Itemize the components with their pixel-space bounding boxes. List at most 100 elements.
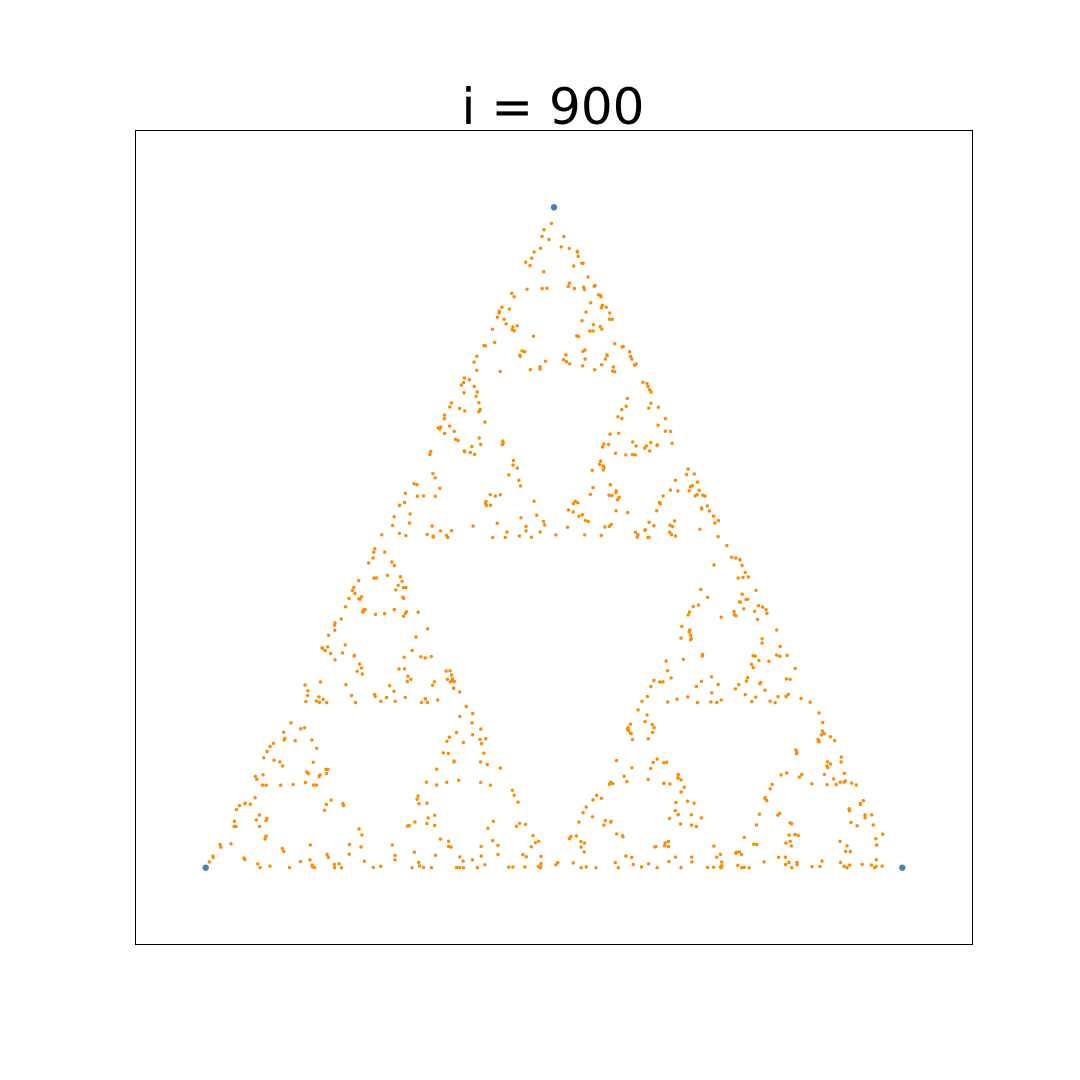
chaos-point xyxy=(681,657,685,661)
chaos-point xyxy=(528,368,533,372)
chaos-point xyxy=(583,357,587,361)
chaos-point xyxy=(586,275,590,279)
chaos-point xyxy=(816,737,820,742)
chaos-point xyxy=(795,860,799,865)
chaos-point xyxy=(321,697,325,701)
chaos-point xyxy=(415,797,419,801)
chaos-point xyxy=(734,614,738,618)
chaos-point xyxy=(788,821,792,825)
chaos-point xyxy=(686,467,690,471)
chaos-point xyxy=(738,600,743,604)
chaos-point xyxy=(640,699,644,703)
chaos-point xyxy=(359,666,364,670)
chaos-point xyxy=(402,500,407,505)
chaos-point xyxy=(630,766,634,770)
chaos-point xyxy=(699,587,703,592)
chaos-point xyxy=(874,843,879,847)
chaos-point xyxy=(793,832,797,837)
triangle-vertex xyxy=(899,864,906,871)
chaos-point xyxy=(785,771,789,775)
chaos-point xyxy=(298,859,303,864)
chaos-point xyxy=(442,417,447,421)
chaos-point xyxy=(586,519,590,524)
chaos-point xyxy=(538,866,542,870)
chaos-point xyxy=(740,592,744,596)
chaos-point xyxy=(826,766,830,770)
chaos-point xyxy=(429,449,433,454)
chaos-point xyxy=(306,771,310,776)
chaos-point xyxy=(462,376,467,380)
chaos-point xyxy=(744,679,749,683)
chaos-point xyxy=(303,683,307,687)
chaos-point xyxy=(445,739,449,743)
chaos-point xyxy=(690,860,694,864)
chaos-point xyxy=(624,404,628,408)
chaos-point xyxy=(515,324,519,328)
chaos-point xyxy=(613,342,617,346)
chaos-point xyxy=(787,860,791,865)
chaos-point xyxy=(315,746,319,750)
chaos-point xyxy=(597,462,602,467)
chaos-point xyxy=(611,365,616,369)
chaos-point xyxy=(523,350,527,354)
chaos-point xyxy=(528,263,532,268)
chaos-point xyxy=(609,820,613,824)
chaos-point xyxy=(720,860,724,864)
chaos-point xyxy=(576,254,580,258)
chaos-point xyxy=(281,730,286,734)
chaos-point xyxy=(603,525,607,529)
chaos-point xyxy=(337,862,341,866)
chaos-point xyxy=(260,783,265,787)
chaos-point xyxy=(425,821,429,826)
chaos-point xyxy=(719,866,723,870)
chaos-point xyxy=(468,450,472,455)
chaos-point xyxy=(531,834,535,838)
chaos-point xyxy=(785,653,789,658)
chaos-point xyxy=(556,860,560,865)
chaos-point xyxy=(498,369,502,374)
chaos-point xyxy=(407,521,412,525)
chaos-point xyxy=(603,357,608,361)
chaos-point xyxy=(711,514,716,518)
chaos-point xyxy=(502,317,506,321)
chaos-point xyxy=(402,655,406,659)
chaos-point xyxy=(650,730,655,735)
chaos-point xyxy=(433,853,438,857)
chaos-point xyxy=(394,588,398,592)
chaos-point xyxy=(737,682,741,687)
chaos-point xyxy=(688,628,692,632)
chaos-point xyxy=(765,611,769,616)
chaos-point xyxy=(350,588,355,593)
chaos-point xyxy=(505,530,509,534)
chaos-point xyxy=(668,523,672,527)
chaos-point xyxy=(617,431,621,435)
chaos-point xyxy=(850,781,854,785)
chaos-point xyxy=(451,686,456,690)
chaos-point xyxy=(760,637,764,641)
chaos-point xyxy=(431,471,435,476)
chaos-point xyxy=(442,431,447,436)
chaos-point xyxy=(491,819,496,823)
chaos-point xyxy=(874,858,878,862)
chaos-point xyxy=(788,839,792,843)
chaos-point xyxy=(232,824,236,829)
chaos-point xyxy=(671,524,675,529)
chaos-point xyxy=(784,841,788,845)
chaos-point xyxy=(257,824,262,829)
chaos-point xyxy=(653,845,657,849)
chaos-point xyxy=(433,494,437,498)
chaos-point xyxy=(417,860,421,865)
chaos-point xyxy=(656,423,660,427)
chaos-point xyxy=(445,780,449,784)
chaos-point xyxy=(739,852,744,857)
chaos-point xyxy=(747,866,751,870)
chaos-point xyxy=(373,694,377,699)
chaos-point xyxy=(510,291,514,296)
chaos-point xyxy=(357,662,362,666)
chaos-point xyxy=(734,556,738,560)
chaos-point xyxy=(392,515,396,519)
chaos-point xyxy=(678,822,683,826)
chaos-point xyxy=(374,576,378,580)
chaos-point xyxy=(636,708,640,712)
chaos-point xyxy=(613,860,617,865)
